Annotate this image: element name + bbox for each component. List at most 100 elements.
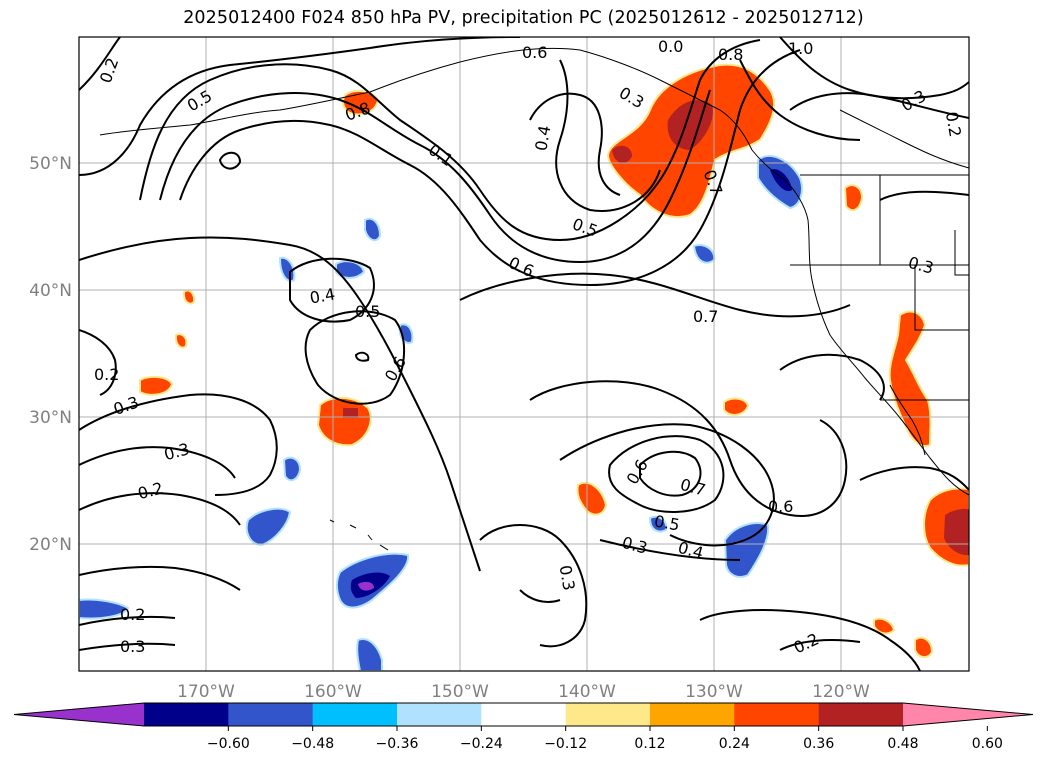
contour-label: 0.8 <box>718 45 743 64</box>
lat-labels: 50°N 40°N 30°N 20°N <box>29 154 72 555</box>
contour-label: 0.2 <box>96 55 123 85</box>
colorbar-segment <box>228 703 314 726</box>
lon-label: 170°W <box>177 682 235 702</box>
contour-label: 1.0 <box>788 39 813 58</box>
contour-label: 0.3 <box>898 86 930 115</box>
precip-neg-bc-core <box>770 169 792 192</box>
colorbar-segment <box>734 703 820 726</box>
contour-label: 0.3 <box>616 83 648 112</box>
precip-neg-south-1 <box>356 638 383 671</box>
bc-coast <box>751 149 831 336</box>
precip-area-subtropic-2 <box>723 397 750 416</box>
precip-negative-areas <box>79 155 803 671</box>
contour-label: 0.4 <box>676 538 706 563</box>
contour-label: 0.5 <box>184 86 216 115</box>
contour-label: 0.3 <box>111 392 141 419</box>
precip-neg-west-3 <box>79 598 130 620</box>
lon-label: 150°W <box>431 682 489 702</box>
precip-area-west-3 <box>182 289 196 305</box>
contour-label: 0.7 <box>693 307 718 326</box>
baja <box>889 384 926 456</box>
hawaii-islands <box>329 519 389 551</box>
contour-label: 0.0 <box>658 37 683 56</box>
precip-area-subtropic-1 <box>576 481 608 516</box>
colorbar-segment <box>818 703 904 726</box>
colorbar-tick-label: −0.12 <box>544 736 587 752</box>
contour-label: 0.6 <box>768 497 793 516</box>
contour-label: 0.2 <box>942 110 965 138</box>
precip-area-east-2 <box>873 617 896 635</box>
colorbar-tick-label: 0.12 <box>634 736 665 752</box>
coastlines <box>99 47 969 551</box>
precip-neg-subtropic-1 <box>723 522 770 578</box>
colorbar-segment <box>650 703 735 726</box>
precip-area-west-1 <box>139 375 174 396</box>
precip-neg-west-2 <box>282 456 302 482</box>
lat-label: 20°N <box>29 535 72 555</box>
lon-label: 160°W <box>304 682 362 702</box>
contour-label: 0.5 <box>355 302 380 321</box>
precip-area-ca-coast <box>888 310 932 448</box>
precip-neg-central-1 <box>364 217 382 242</box>
contour-label: 0.3 <box>620 533 650 558</box>
colorbar-extend-max <box>903 703 1033 726</box>
precip-core-gulf <box>667 100 713 150</box>
colorbar-segment <box>397 703 482 726</box>
colorbar-segment <box>565 703 651 726</box>
colorbar-segment <box>312 703 398 726</box>
contour-label: 0.3 <box>162 439 192 464</box>
lat-label: 50°N <box>29 154 72 174</box>
lat-label: 30°N <box>29 408 72 428</box>
pv-contours <box>79 37 969 671</box>
contour-label: 0.3 <box>556 564 579 592</box>
contour-label: 0.2 <box>791 629 822 657</box>
precip-area-east-3 <box>914 636 934 658</box>
precip-area-west-2 <box>174 333 188 349</box>
colorbar-tick-label: −0.24 <box>460 736 503 752</box>
ca-coast <box>829 334 969 496</box>
contour-label: 0.6 <box>623 456 652 488</box>
map-frame <box>78 36 970 672</box>
lon-label: 120°W <box>812 682 870 702</box>
precip-area-east-1 <box>843 184 864 212</box>
colorbar-tick-label: 0.36 <box>803 736 834 752</box>
contour-label: 0.7 <box>678 475 708 500</box>
lat-label: 40°N <box>29 281 72 301</box>
lon-label: 130°W <box>685 682 743 702</box>
map-area <box>79 37 969 671</box>
precip-area-central-1 <box>316 396 372 447</box>
colorbar-segment <box>481 703 567 726</box>
contour-label: 0.4 <box>531 124 554 152</box>
precip-core-gulf-2 <box>612 145 632 163</box>
contour-label: 0.5 <box>653 511 681 534</box>
colorbar-extend-min <box>14 703 144 726</box>
colorbar-segment <box>144 703 229 726</box>
precip-core-central-1 <box>343 408 358 418</box>
contour-labels: 0.2 0.5 0.8 0.6 0.0 0.8 1.0 0.3 0.2 0.4 … <box>94 37 965 657</box>
contour-label: 0.6 <box>522 43 547 62</box>
colorbar-outline <box>13 702 1034 727</box>
colorbar-tick-label: −0.60 <box>207 736 250 752</box>
graticule <box>79 37 969 671</box>
contour-label: 0.2 <box>120 605 145 624</box>
contour-label: 0.3 <box>906 253 936 278</box>
contour-label: 0.2 <box>94 365 119 384</box>
state-border-3 <box>914 265 969 331</box>
precip-neg-ne-1 <box>692 244 716 264</box>
precip-neg-west-1 <box>245 507 292 547</box>
contour-label: 0.2 <box>136 478 166 503</box>
lon-label: 140°W <box>558 682 616 702</box>
colorbar-tick-label: −0.36 <box>376 736 419 752</box>
map-title: 2025012400 F024 850 hPa PV, precipitatio… <box>183 8 864 28</box>
contour-label: 0.5 <box>570 214 600 241</box>
contour-label: 0.4 <box>308 284 336 307</box>
lon-labels: 170°W 160°W 150°W 140°W 130°W 120°W <box>177 682 870 702</box>
alaska-interior-border <box>839 109 969 169</box>
precip-positive-areas <box>139 63 969 658</box>
contour-label: 0.3 <box>120 637 145 656</box>
precip-neg-hawaii-core-2 <box>358 581 374 591</box>
colorbar-tick-label: 0.24 <box>719 736 750 752</box>
colorbar-tick-label: −0.48 <box>291 736 334 752</box>
colorbar-tick-label: 0.48 <box>887 736 918 752</box>
